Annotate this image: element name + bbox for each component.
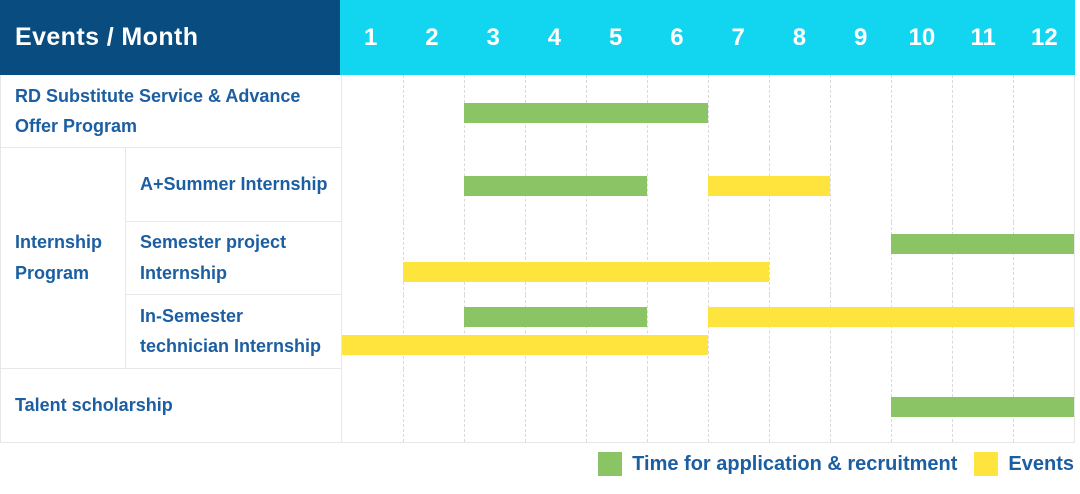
legend-label-application-recruitment: Time for application & recruitment — [632, 452, 958, 475]
track-in-semester-technician-internship — [341, 295, 1074, 369]
gantt-body: RD Substitute Service & Advance Offer Pr… — [0, 75, 1075, 443]
row-label-a-summer-internship: A+Summer Internship — [125, 148, 341, 222]
month-header-row: 1 2 3 4 5 6 7 8 9 10 11 12 — [340, 0, 1075, 75]
month-label: 8 — [792, 23, 807, 51]
month-gridline — [464, 295, 465, 369]
month-gridline — [708, 221, 709, 296]
month-label: 1 — [363, 23, 378, 51]
yellow-bar — [342, 335, 708, 356]
month-gridline — [952, 148, 953, 222]
events-month-header-label: Events / Month — [15, 23, 199, 51]
month-gridline — [769, 295, 770, 369]
month-gridline — [952, 295, 953, 369]
month-label: 3 — [486, 23, 500, 51]
green-swatch-icon — [598, 452, 623, 476]
row-label-talent-scholarship: Talent scholarship — [15, 394, 173, 415]
month-gridline — [586, 221, 587, 296]
yellow-bar — [708, 176, 830, 197]
month-gridline — [403, 221, 404, 296]
month-gridline — [403, 368, 404, 442]
month-label: 2 — [425, 23, 439, 51]
events-month-header-cell: Events / Month — [0, 0, 340, 75]
table-header: Events / Month 1 2 3 4 5 6 7 8 9 10 11 12 — [0, 0, 1075, 75]
green-bar — [891, 233, 1074, 254]
green-bar — [464, 176, 647, 197]
month-gridline — [525, 295, 526, 369]
yellow-swatch-icon — [974, 452, 999, 476]
month-gridline — [769, 368, 770, 442]
month-gridline — [586, 368, 587, 442]
month-gridline — [1013, 148, 1014, 222]
month-gridline — [830, 368, 831, 442]
month-gridline — [647, 148, 648, 222]
month-gridline — [891, 221, 892, 296]
month-gridline — [647, 295, 648, 369]
month-gridline — [830, 148, 831, 222]
month-label: 9 — [853, 23, 868, 51]
month-gridline — [708, 368, 709, 442]
yellow-bar — [403, 261, 769, 282]
month-gridline — [891, 75, 892, 149]
track-talent-scholarship — [341, 368, 1074, 442]
month-gridline — [403, 75, 404, 149]
green-bar — [464, 307, 647, 328]
month-gridline — [708, 75, 709, 149]
month-gridline — [769, 75, 770, 149]
legend-item-events: Events — [974, 452, 1074, 476]
month-gridline — [830, 295, 831, 369]
month-gridline — [708, 295, 709, 369]
legend: Time for application & recruitment Event… — [598, 452, 1074, 476]
row-label-semester-project-internship: Semester project Internship — [125, 221, 341, 296]
month-gridline — [830, 75, 831, 149]
month-label: 5 — [608, 23, 623, 51]
month-label: 11 — [970, 23, 996, 51]
row-label-in-semester-technician-internship: In-Semester technician Internship — [125, 295, 341, 369]
month-gridline — [525, 221, 526, 296]
legend-item-application-recruitment: Time for application & recruitment — [598, 452, 957, 476]
month-label: 7 — [731, 23, 745, 51]
group-label-internship-program: Internship Program — [1, 148, 125, 369]
month-gridline — [952, 221, 953, 296]
month-label: 12 — [1031, 23, 1058, 51]
row-label-rd-substitute: RD Substitute Service & Advance Offer Pr… — [1, 75, 341, 149]
green-bar — [464, 103, 708, 123]
track-semester-project-internship — [341, 221, 1074, 296]
month-label: 10 — [908, 23, 936, 51]
track-a-summer-internship — [341, 148, 1074, 222]
month-gridline — [586, 295, 587, 369]
month-gridline — [464, 368, 465, 442]
month-gridline — [647, 221, 648, 296]
month-gridline — [525, 368, 526, 442]
month-gridline — [403, 148, 404, 222]
month-gridline — [830, 221, 831, 296]
month-gridline — [952, 75, 953, 149]
month-gridline — [403, 295, 404, 369]
month-gridline — [464, 221, 465, 296]
track-rd-substitute — [341, 75, 1074, 149]
month-gridline — [1013, 221, 1014, 296]
month-gridline — [891, 295, 892, 369]
green-bar — [891, 396, 1074, 417]
yellow-bar — [708, 307, 1074, 328]
month-gridline — [647, 368, 648, 442]
gantt-chart: Events / Month 1 2 3 4 5 6 7 8 9 10 11 12 RD Substi… — [0, 0, 1075, 443]
month-label: 4 — [547, 23, 562, 51]
month-gridline — [769, 221, 770, 296]
month-gridline — [1013, 75, 1014, 149]
month-gridline — [1013, 295, 1014, 369]
month-gridline — [891, 148, 892, 222]
legend-label-events: Events — [1008, 452, 1074, 475]
month-label: 6 — [670, 23, 684, 51]
